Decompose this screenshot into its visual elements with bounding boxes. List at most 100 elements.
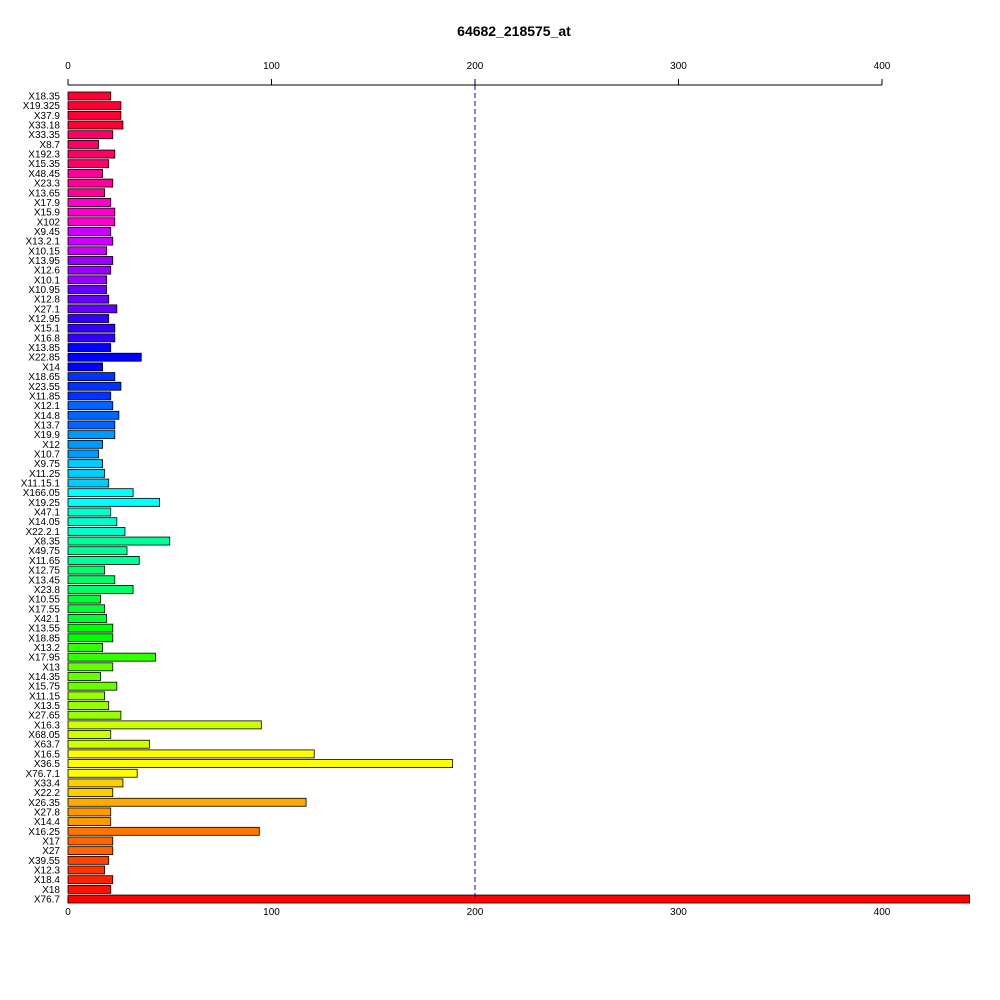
bar xyxy=(67,623,114,633)
category-label: X13.95 xyxy=(28,256,60,267)
category-label: X14.4 xyxy=(34,817,61,828)
category-label: X42.1 xyxy=(34,614,61,625)
category-label: X166.05 xyxy=(23,488,61,499)
category-label: X33.35 xyxy=(28,130,60,141)
bar xyxy=(67,749,315,759)
bar xyxy=(67,372,116,381)
bar xyxy=(67,759,454,768)
category-labels: X18.35X19.325X37.9X33.18X33.35X8.7X192.3… xyxy=(21,92,61,906)
bar xyxy=(67,439,103,449)
chart-title: 64682_218575_at xyxy=(457,23,571,39)
bar xyxy=(67,739,150,749)
category-label: X102 xyxy=(37,217,61,228)
category-label: X9.45 xyxy=(34,227,61,238)
category-label: X18.35 xyxy=(28,92,60,103)
category-label: X10.95 xyxy=(28,285,60,296)
bar xyxy=(67,246,108,256)
bar xyxy=(67,468,106,478)
category-label: X49.75 xyxy=(28,546,60,557)
bottom-tick-label: 200 xyxy=(467,907,484,918)
category-label: X8.35 xyxy=(34,537,61,548)
category-label: X8.7 xyxy=(39,140,60,151)
category-label: X10.1 xyxy=(34,275,61,286)
category-label: X39.55 xyxy=(28,856,60,867)
category-label: X11.15 xyxy=(29,691,60,702)
category-label: X15.1 xyxy=(34,324,61,335)
bar xyxy=(67,507,112,517)
bar xyxy=(67,207,116,217)
category-label: X13.7 xyxy=(34,420,61,431)
bar xyxy=(67,594,101,604)
bar xyxy=(67,217,116,227)
category-label: X13.2 xyxy=(34,643,61,654)
category-label: X13.55 xyxy=(28,624,60,635)
bar xyxy=(67,285,108,294)
category-label: X22.2 xyxy=(34,788,61,799)
category-label: X12.1 xyxy=(34,401,61,412)
bar xyxy=(67,778,124,788)
category-label: X11.25 xyxy=(29,469,60,480)
category-label: X16.8 xyxy=(34,333,61,344)
bar xyxy=(67,449,99,459)
top-axis: 0 100 200 300 400 xyxy=(65,61,891,86)
category-label: X16.5 xyxy=(34,749,61,760)
bar xyxy=(67,817,112,827)
category-label: X27.65 xyxy=(28,711,60,722)
category-label: X13.65 xyxy=(28,188,60,199)
bar xyxy=(67,730,112,739)
category-label: X63.7 xyxy=(34,740,61,751)
category-label: X10.15 xyxy=(28,246,60,257)
category-label: X15.9 xyxy=(34,208,61,219)
category-label: X10.7 xyxy=(34,449,61,460)
category-label: X12.75 xyxy=(28,566,60,577)
category-label: X27 xyxy=(42,846,60,857)
bar xyxy=(67,91,112,101)
bar xyxy=(67,894,970,904)
category-label: X33.4 xyxy=(34,778,61,789)
bar xyxy=(67,884,112,894)
category-label: X14.35 xyxy=(28,672,60,683)
category-label: X18.85 xyxy=(28,633,60,644)
category-label: X18 xyxy=(42,885,60,896)
bar xyxy=(67,430,116,440)
category-label: X47.1 xyxy=(34,508,61,519)
bar xyxy=(67,614,108,623)
bar xyxy=(67,517,118,527)
bar xyxy=(67,652,156,662)
bar xyxy=(67,720,262,730)
category-label: X19.325 xyxy=(23,101,61,112)
bar xyxy=(67,304,118,314)
bar xyxy=(67,788,114,797)
category-label: X10.55 xyxy=(28,595,60,606)
bar xyxy=(67,865,106,875)
bar xyxy=(67,662,114,672)
bar xyxy=(67,691,106,701)
category-label: X23.3 xyxy=(34,179,61,190)
top-tick-label: 300 xyxy=(670,61,687,72)
category-label: X22.2.1 xyxy=(26,527,61,538)
bar xyxy=(67,526,126,536)
category-label: X11.85 xyxy=(29,391,60,402)
bar xyxy=(67,672,101,681)
category-label: X36.5 xyxy=(34,759,61,770)
bar xyxy=(67,478,110,488)
category-label: X13.2.1 xyxy=(26,237,61,248)
bar xyxy=(67,633,114,643)
bar xyxy=(67,710,122,720)
bar xyxy=(67,227,112,236)
bars-group xyxy=(67,91,970,904)
bar xyxy=(67,768,138,778)
bottom-tick-label: 400 xyxy=(874,907,891,918)
category-label: X16.25 xyxy=(28,827,60,838)
bar xyxy=(67,701,110,710)
top-tick-label: 0 xyxy=(65,61,71,72)
category-label: X15.75 xyxy=(28,682,60,693)
category-label: X12.95 xyxy=(28,314,60,325)
bar xyxy=(67,323,116,333)
category-label: X13 xyxy=(42,662,60,673)
bar xyxy=(67,256,114,265)
bar xyxy=(67,333,116,343)
bar xyxy=(67,314,110,323)
category-label: X13.5 xyxy=(34,701,61,712)
